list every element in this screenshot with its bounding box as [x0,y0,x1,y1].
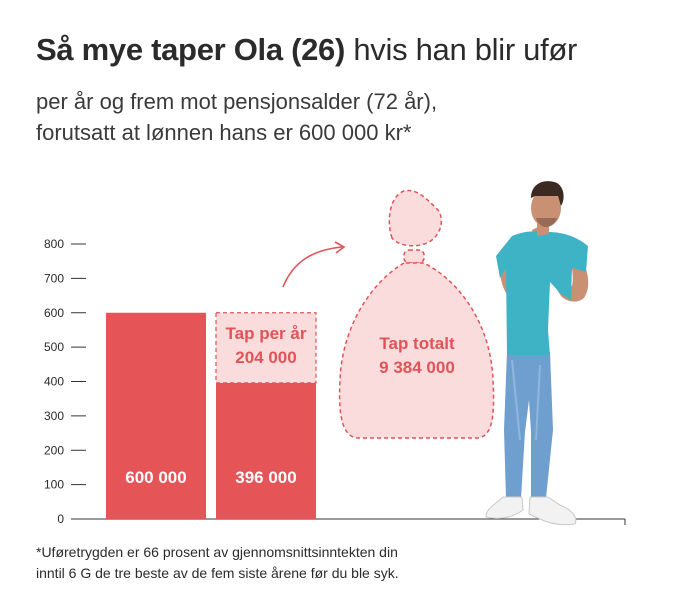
page-title: Så mye taper Ola (26) hvis han blir ufør [36,30,577,70]
money-bag-icon [338,189,495,439]
y-tick-label: 700 [44,271,64,285]
bar [216,382,316,519]
y-tick-label: 200 [44,443,64,457]
y-tick-label: 800 [44,237,64,251]
person-illustration [485,181,589,526]
chart-bars: 600 000 396 000 Tap per år 204 000 [106,312,317,519]
footnote-line-1: *Uføretrygden er 66 prosent av gjennomsn… [36,544,398,560]
bar [106,312,206,519]
title-regular: hvis han blir ufør [353,32,578,67]
chart-axes: 0 100 200 300 400 500 600 700 800 [44,237,626,526]
y-tick-label: 500 [44,340,64,354]
bar-value-label: 396 000 [235,468,296,487]
footnote: *Uføretrygden er 66 prosent av gjennomsn… [36,542,399,584]
total-loss-value: 9 384 000 [379,358,455,377]
y-tick-label: 0 [57,512,64,526]
y-tick-label: 100 [44,478,64,492]
loss-segment [215,312,317,384]
curved-arrow-icon [282,241,346,288]
subtitle-line-2: forutsatt at lønnen hans er 600 000 kr* [36,120,412,145]
y-tick-label: 300 [44,409,64,423]
total-loss-label: Tap totalt [379,334,455,353]
footnote-line-2: inntil 6 G de tre beste av de fem siste … [36,565,399,581]
bar-value-label: 600 000 [125,468,186,487]
subtitle-line-1: per år og frem mot pensjonsalder (72 år)… [36,89,438,114]
loss-per-year-value: 204 000 [235,348,296,367]
y-tick-label: 400 [44,375,64,389]
loss-per-year-label: Tap per år [226,324,307,343]
subtitle: per år og frem mot pensjonsalder (72 år)… [36,86,437,148]
y-tick-label: 600 [44,306,64,320]
title-bold: Så mye taper Ola (26) [36,32,346,67]
